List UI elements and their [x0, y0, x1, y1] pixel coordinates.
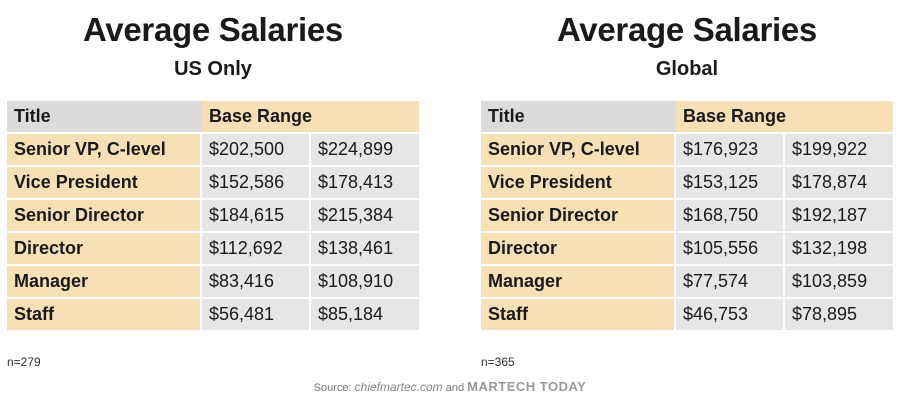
table-row: Director $112,692 $138,461: [7, 233, 420, 266]
row-low-value: $168,750: [676, 200, 785, 233]
table-row: Vice President $152,586 $178,413: [7, 167, 420, 200]
table-row: Senior Director $168,750 $192,187: [481, 200, 894, 233]
table-header-row: Title Base Range: [7, 101, 420, 134]
us-panel-title: Average Salaries: [83, 11, 343, 48]
row-high-value: $108,910: [311, 266, 420, 299]
header-title: Title: [481, 101, 676, 134]
row-high-value: $78,895: [785, 299, 894, 332]
table-row: Staff $46,753 $78,895: [481, 299, 894, 332]
row-title: Senior VP, C-level: [7, 134, 202, 167]
row-low-value: $153,125: [676, 167, 785, 200]
row-high-value: $224,899: [311, 134, 420, 167]
row-title: Staff: [481, 299, 676, 332]
row-low-value: $112,692: [202, 233, 311, 266]
us-salary-panel: Average Salaries US Only Title Base Rang…: [7, 0, 420, 369]
table-row: Senior Director $184,615 $215,384: [7, 200, 420, 233]
us-sample-size: n=279: [7, 355, 41, 369]
row-high-value: $192,187: [785, 200, 894, 233]
source-joiner: and: [445, 382, 465, 394]
table-header-row: Title Base Range: [481, 101, 894, 134]
row-title: Manager: [7, 266, 202, 299]
table-row: Senior VP, C-level $202,500 $224,899: [7, 134, 420, 167]
table-row: Director $105,556 $132,198: [481, 233, 894, 266]
source-credit: Source: chiefmartec.com and MARTECH TODA…: [0, 378, 900, 397]
table-row: Staff $56,481 $85,184: [7, 299, 420, 332]
header-base-range: Base Range: [202, 101, 420, 134]
table-row: Senior VP, C-level $176,923 $199,922: [481, 134, 894, 167]
row-high-value: $103,859: [785, 266, 894, 299]
row-title: Vice President: [7, 167, 202, 200]
chiefmartec-logo: chiefmartec.com: [354, 380, 443, 394]
row-high-value: $138,461: [311, 233, 420, 266]
row-low-value: $46,753: [676, 299, 785, 332]
row-low-value: $77,574: [676, 266, 785, 299]
global-panel-title: Average Salaries: [557, 11, 817, 48]
us-salary-table: Title Base Range Senior VP, C-level $202…: [7, 101, 420, 332]
row-high-value: $85,184: [311, 299, 420, 332]
row-title: Senior Director: [7, 200, 202, 233]
row-title: Director: [7, 233, 202, 266]
row-title: Vice President: [481, 167, 676, 200]
row-title: Senior Director: [481, 200, 676, 233]
row-low-value: $176,923: [676, 134, 785, 167]
global-sample-size: n=365: [481, 355, 515, 369]
row-high-value: $178,413: [311, 167, 420, 200]
row-title: Staff: [7, 299, 202, 332]
header-title: Title: [7, 101, 202, 134]
row-high-value: $178,874: [785, 167, 894, 200]
table-row: Manager $83,416 $108,910: [7, 266, 420, 299]
us-panel-subtitle: US Only: [174, 58, 252, 80]
row-low-value: $83,416: [202, 266, 311, 299]
row-low-value: $152,586: [202, 167, 311, 200]
table-row: Vice President $153,125 $178,874: [481, 167, 894, 200]
row-title: Manager: [481, 266, 676, 299]
row-low-value: $105,556: [676, 233, 785, 266]
row-title: Senior VP, C-level: [481, 134, 676, 167]
row-high-value: $132,198: [785, 233, 894, 266]
table-row: Manager $77,574 $103,859: [481, 266, 894, 299]
row-high-value: $199,922: [785, 134, 894, 167]
row-low-value: $184,615: [202, 200, 311, 233]
global-salary-table: Title Base Range Senior VP, C-level $176…: [481, 101, 894, 332]
source-label: Source:: [313, 382, 352, 394]
row-low-value: $56,481: [202, 299, 311, 332]
global-panel-subtitle: Global: [655, 58, 719, 80]
header-base-range: Base Range: [676, 101, 894, 134]
martech-today-logo: MARTECH TODAY: [467, 379, 587, 394]
row-high-value: $215,384: [311, 200, 420, 233]
global-salary-panel: Average Salaries Global Title Base Range…: [481, 0, 894, 369]
row-title: Director: [481, 233, 676, 266]
row-low-value: $202,500: [202, 134, 311, 167]
